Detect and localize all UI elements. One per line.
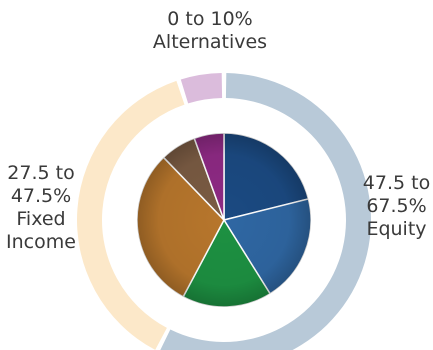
- ring-segment-fixed-income: [77, 80, 185, 350]
- fixed-income-range-end: 47.5%: [10, 185, 72, 207]
- equity-range-start: 47.5 to: [362, 172, 431, 194]
- fixed-income-name-1: Fixed: [16, 208, 66, 230]
- alternatives-name: Alternatives: [152, 31, 268, 53]
- fixed-income-range-start: 27.5 to: [7, 162, 75, 184]
- ring-segment-alternatives: [180, 73, 223, 104]
- fixed-income-label: 27.5 to 47.5% Fixed Income: [0, 162, 82, 254]
- inner-pie: [136, 132, 312, 308]
- pie-shading: [137, 133, 311, 307]
- fixed-income-name-2: Income: [6, 231, 76, 253]
- alternatives-range: 0 to 10%: [167, 8, 253, 30]
- equity-label: 47.5 to 67.5% Equity: [360, 172, 433, 241]
- outer-ring: [77, 73, 372, 350]
- equity-range-end: 67.5%: [366, 195, 427, 217]
- alternatives-label: 0 to 10% Alternatives: [140, 8, 280, 54]
- equity-name: Equity: [366, 218, 427, 240]
- ring-segment-equity: [160, 73, 372, 350]
